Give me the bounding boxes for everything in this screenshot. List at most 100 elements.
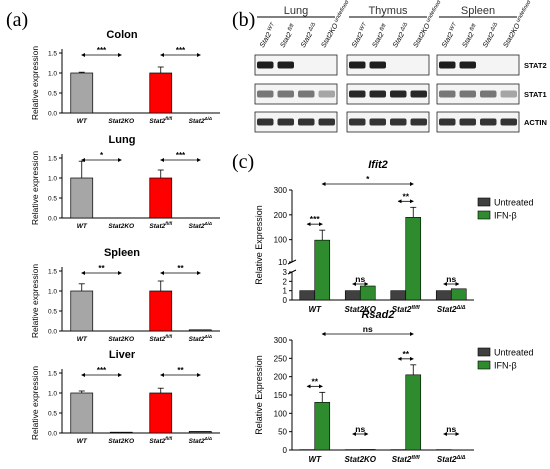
lane-label: Stat2 fl/fl: [460, 22, 480, 49]
bar: [359, 285, 376, 301]
lane-label: Stat2KO undefined: [319, 0, 353, 49]
y-tick-label: 2: [283, 277, 288, 286]
bar: [70, 72, 94, 114]
protein-label: ACTIN: [524, 118, 547, 127]
x-tick-label: WT: [77, 438, 88, 445]
bar: [188, 329, 212, 332]
blot-band: [257, 90, 274, 98]
y-tick-label: 300: [274, 186, 288, 195]
y-tick-label: 1.0: [48, 391, 57, 398]
y-tick-label: 0.0: [48, 329, 57, 336]
blot-band: [349, 118, 366, 126]
blot-strip: [436, 83, 520, 105]
y-tick-label: 100: [274, 236, 288, 245]
rsad2-chart: Rsad2 Relative Expression 0 50 100 150 200 250 3…: [254, 309, 534, 464]
y-tick-label: 1.5: [48, 371, 57, 378]
y-axis-label: Relative expression: [30, 151, 40, 225]
bar: [70, 392, 94, 434]
bar: [149, 392, 173, 434]
lane-label: Stat2 WT: [350, 21, 371, 49]
lane-label: Stat2KO undefined: [501, 0, 535, 49]
blot-band: [349, 90, 366, 98]
tissue-label: Spleen: [461, 5, 495, 17]
lane-label: Stat2 Δ/Δ: [391, 21, 412, 49]
blot-band: [318, 90, 335, 98]
blot-band: [298, 90, 315, 98]
y-axis-label: Relative expression: [30, 366, 40, 440]
lane-label: Stat2 WT: [258, 21, 279, 49]
blot-band: [318, 118, 335, 126]
y-tick-label: 1.5: [48, 51, 57, 58]
y-tick-label: 200: [274, 211, 288, 220]
y-tick-label: 1.0: [48, 289, 57, 296]
lane-label: Stat2 fl/fl: [370, 22, 390, 49]
liver-chart: Liver Relative expression 0.0 0.5 1.0 1.5 WT St…: [30, 349, 220, 445]
y-tick-label: 1.5: [48, 156, 57, 163]
blot-strip: [346, 111, 430, 133]
blot-band: [410, 118, 427, 126]
tissue-label: Thymus: [368, 5, 408, 17]
chart-title: Liver: [109, 349, 136, 361]
sig-bracket-group-label: ns: [446, 274, 456, 284]
chart-title: Spleen: [104, 247, 140, 259]
blot-strip: [254, 83, 338, 105]
sig-bracket-group-label: ***: [310, 214, 321, 224]
blot-strip: [436, 54, 520, 76]
blot-band: [277, 90, 294, 98]
blot-strip: [254, 111, 338, 133]
bar: [149, 72, 173, 114]
lane-label: Stat2 Δ/Δ: [299, 21, 320, 49]
protein-label: STAT2: [524, 61, 547, 70]
sig-bracket-right-label: ***: [176, 151, 186, 160]
y-tick-label: 0.0: [48, 216, 57, 223]
colon-chart: Colon Relative expression 0.0 0.5 1.0 1.5 WT St…: [30, 29, 220, 125]
bar: [359, 449, 376, 451]
y-tick-label: 0: [283, 446, 288, 455]
bar: [149, 177, 173, 219]
sig-bracket-group-label: ns: [355, 424, 365, 434]
x-tick-label: Stat2fl/fl: [149, 436, 172, 445]
x-tick-label: Stat2KO: [344, 305, 376, 314]
blot-band: [390, 90, 407, 98]
chart-title: Rsad2: [361, 309, 394, 321]
sig-bracket-between-label: *: [366, 174, 370, 184]
bar: [70, 177, 94, 219]
lane-label: Stat2 WT: [440, 21, 461, 49]
x-tick-label: Stat2fl/fl: [392, 455, 420, 464]
sig-bracket-right-label: **: [177, 264, 184, 273]
blot-strip: [346, 54, 430, 76]
legend-swatch: [477, 197, 491, 207]
blot-strip: [346, 83, 430, 105]
sig-bracket-group-label: ns: [446, 424, 456, 434]
sig-bracket-left-label: ***: [97, 46, 107, 55]
blot-band: [369, 90, 386, 98]
x-tick-label: Stat2Δ/Δ: [437, 455, 466, 464]
x-tick-label: Stat2KO: [108, 438, 134, 445]
y-tick-label: 0.5: [48, 411, 57, 418]
protein-label: STAT1: [524, 90, 547, 99]
bar: [405, 217, 422, 301]
x-tick-label: WT: [77, 336, 88, 343]
bar: [405, 374, 422, 451]
y-tick-label: 300: [274, 336, 288, 345]
sig-bracket-group-label: **: [402, 349, 409, 359]
y-tick-label: 0.0: [48, 111, 57, 118]
blot-band: [390, 118, 407, 126]
panel-b-label: (b): [232, 9, 255, 31]
chart-title: Ifit2: [368, 159, 388, 171]
x-tick-label: Stat2Δ/Δ: [189, 334, 212, 343]
y-axis-label: Relative expression: [30, 264, 40, 338]
bar: [314, 239, 331, 301]
y-tick-label: 1.0: [48, 176, 57, 183]
sig-bracket-between-label: ns: [363, 324, 373, 334]
bar: [149, 290, 173, 332]
sig-bracket-group-label: **: [402, 191, 409, 201]
legend-swatch: [477, 347, 491, 357]
y-tick-label: 0.5: [48, 91, 57, 98]
x-tick-label: Stat2fl/fl: [392, 305, 420, 314]
y-tick-label: 0.5: [48, 309, 57, 316]
bar: [390, 290, 407, 301]
y-tick-label: 50: [278, 428, 287, 437]
